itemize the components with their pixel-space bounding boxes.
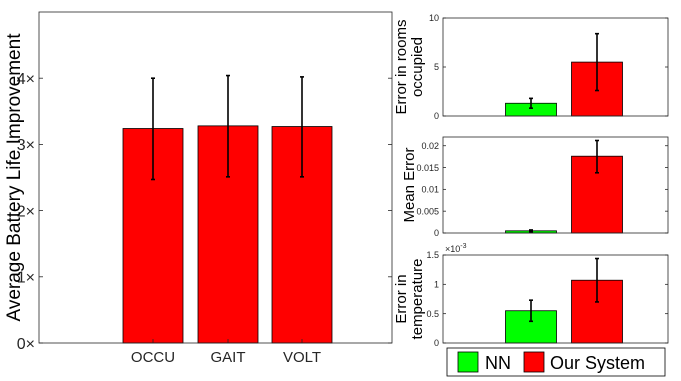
ytick-label-main-3: 3× bbox=[17, 137, 35, 154]
axes-box-main bbox=[38, 11, 393, 344]
errorbar-mean-0 bbox=[529, 229, 533, 233]
ylabel-temp-1: temperature bbox=[409, 259, 426, 340]
legend-label-1: Our System bbox=[550, 353, 645, 373]
errorbar-mean-1 bbox=[595, 139, 599, 174]
ylabel-main-0: Average Battery Life Improvement bbox=[4, 33, 25, 322]
xtick-label-1: GAIT bbox=[210, 349, 245, 366]
errorbar-main-0 bbox=[151, 77, 155, 181]
exponent-power: -3 bbox=[460, 243, 466, 250]
xtick-label-0: OCCU bbox=[131, 349, 175, 366]
legend-swatch-0 bbox=[457, 351, 479, 373]
ytick-label-main-4: 4× bbox=[17, 71, 35, 88]
ytick-label-temp-2: 1 bbox=[434, 280, 439, 290]
legend-label-0: NN bbox=[485, 353, 511, 373]
exponent-base: ×10 bbox=[445, 244, 460, 254]
errorbar-main-1 bbox=[226, 74, 230, 178]
errorbar-rooms-0 bbox=[529, 97, 533, 109]
axes-box-rooms bbox=[442, 17, 669, 117]
ytick-label-mean-1: 0.005 bbox=[416, 206, 439, 216]
exponent-label-temp: ×10-3 bbox=[445, 243, 467, 254]
ylabel-rooms-1: occupied bbox=[409, 37, 426, 97]
ylabel-rooms-0: Error in rooms bbox=[393, 19, 410, 114]
legend: NN Our System bbox=[446, 347, 666, 377]
ytick-label-main-1: 1× bbox=[17, 270, 35, 287]
ytick-label-rooms-2: 10 bbox=[429, 13, 439, 23]
chart-rooms: 0 5 10 Error in rooms occupied bbox=[393, 13, 669, 121]
ytick-label-rooms-1: 5 bbox=[434, 62, 439, 72]
ytick-label-mean-2: 0.01 bbox=[421, 185, 439, 195]
ylabel-mean-0: Mean Error bbox=[401, 147, 418, 222]
ytick-label-main-2: 2× bbox=[17, 203, 35, 220]
axes-box-mean bbox=[442, 136, 669, 234]
errorbar-main-2 bbox=[300, 76, 304, 178]
ytick-label-mean-3: 0.015 bbox=[416, 163, 439, 173]
ytick-label-main-0: 0× bbox=[17, 336, 35, 353]
ytick-label-rooms-0: 0 bbox=[434, 111, 439, 121]
chart-temp: 0 0.5 1 1.5 Error in temperature ×10-3 bbox=[393, 243, 669, 348]
xtick-label-2: VOLT bbox=[283, 349, 321, 366]
ytick-label-mean-4: 0.02 bbox=[421, 141, 439, 151]
legend-swatch-1 bbox=[523, 351, 545, 373]
bar-temp-0 bbox=[505, 310, 557, 344]
ytick-label-temp-3: 1.5 bbox=[426, 250, 439, 260]
errorbar-temp-1 bbox=[595, 257, 599, 303]
ylabel-temp-0: Error in bbox=[393, 274, 410, 323]
errorbar-temp-0 bbox=[529, 299, 533, 323]
legend-box bbox=[446, 347, 666, 377]
chart-main: 0× 1× 2× 3× 4× OCCU GAIT VOLT Average Battery Li… bbox=[4, 11, 393, 366]
ytick-label-mean-0: 0 bbox=[434, 228, 439, 238]
ytick-label-temp-0: 0 bbox=[434, 338, 439, 348]
errorbar-rooms-1 bbox=[595, 32, 599, 92]
axes-box-temp bbox=[442, 254, 669, 344]
ytick-label-temp-1: 0.5 bbox=[426, 309, 439, 319]
